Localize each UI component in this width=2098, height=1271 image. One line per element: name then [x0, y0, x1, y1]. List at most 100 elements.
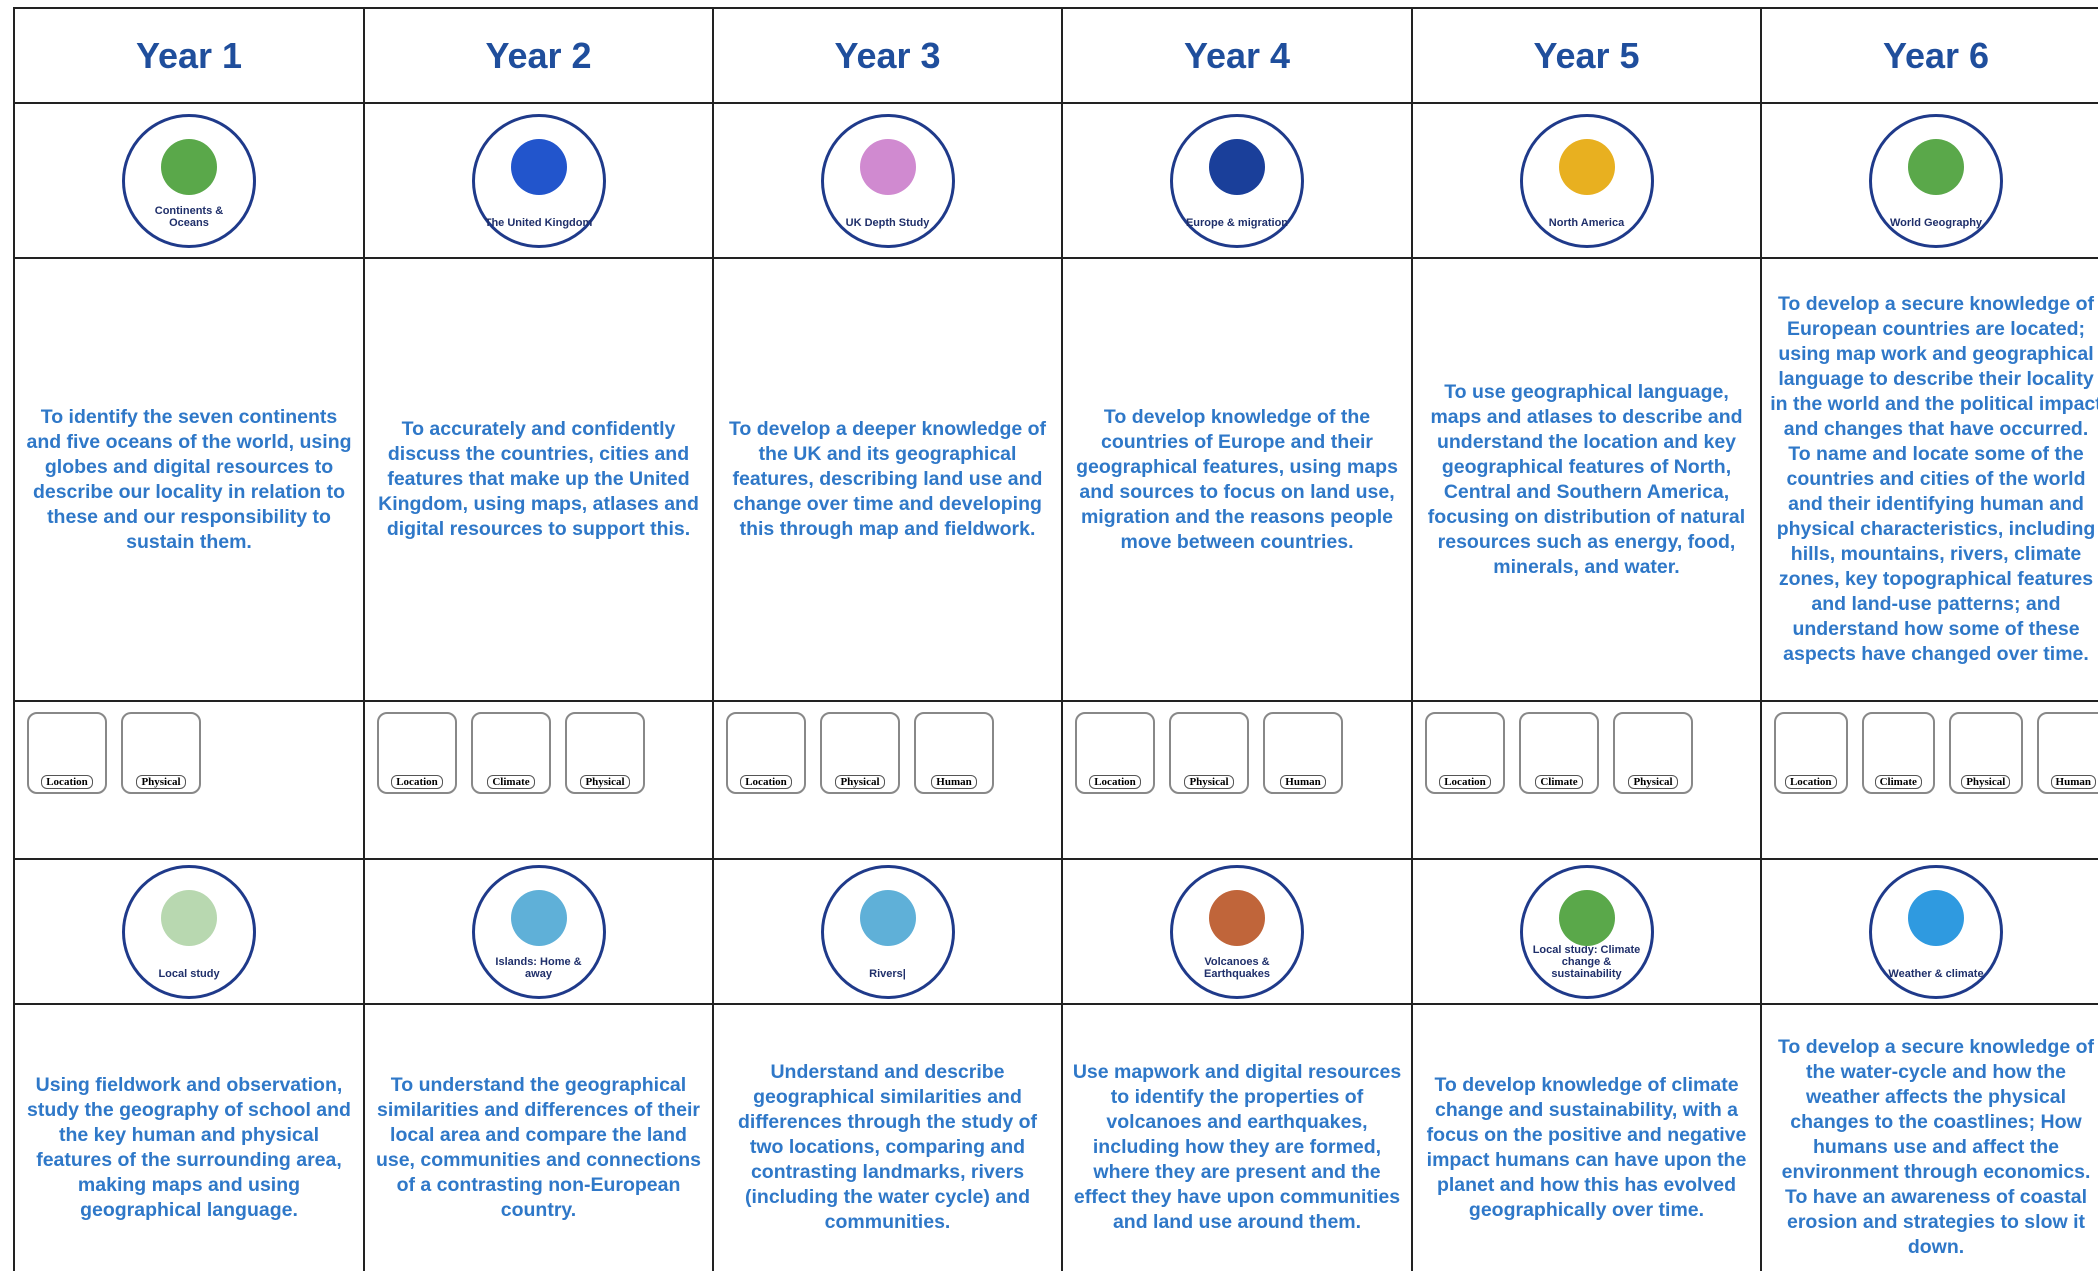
topic-label: UK Depth Study — [845, 216, 930, 229]
skill-label: Human — [1280, 775, 1326, 789]
skill-label: Location — [1439, 775, 1491, 789]
description: Using fieldwork and observation, study t… — [13, 1003, 363, 1271]
topic-badge: Rivers| — [820, 864, 955, 999]
skill-icon: Physical — [121, 712, 201, 794]
skill-label: Physical — [1184, 775, 1234, 789]
skills-cell: Location Climate Physical — [1411, 700, 1760, 858]
topic-cell: Islands: Home & away — [363, 858, 712, 1003]
topic-icon — [1209, 138, 1265, 195]
topic-icon — [1209, 889, 1265, 946]
topic-cell: World Geography — [1760, 102, 2098, 257]
skill-icon: Climate — [1861, 712, 1935, 794]
topic-badge: The United Kingdom — [471, 113, 606, 248]
skill-label: Human — [931, 775, 977, 789]
description: Use mapwork and digital resources to ide… — [1061, 1003, 1411, 1271]
skill-label: Location — [41, 775, 93, 789]
topic-cell: Weather & climate — [1760, 858, 2098, 1003]
topic-label: Continents & Oceans — [154, 204, 224, 229]
topic-label: Local study: Climate change & sustainabi… — [1532, 943, 1641, 980]
description: To develop a deeper knowledge of the UK … — [712, 257, 1061, 700]
description: To develop knowledge of climate change a… — [1411, 1003, 1760, 1271]
skills-cell: Location Climate Physical — [363, 700, 712, 858]
skill-icon: Climate — [471, 712, 551, 794]
description: To accurately and confidently discuss th… — [363, 257, 712, 700]
skill-label: Climate — [487, 775, 535, 789]
skill-icon: Location — [377, 712, 457, 794]
topic-cell: Europe & migration — [1061, 102, 1411, 257]
topic-icon — [1908, 138, 1964, 195]
skill-label: Human — [2050, 775, 2096, 789]
topic-cell: Rivers| — [712, 858, 1061, 1003]
topic-icon — [1558, 889, 1615, 946]
skill-label: Location — [1089, 775, 1141, 789]
skill-icon: Climate — [1519, 712, 1599, 794]
topic-badge: Europe & migration — [1170, 113, 1304, 248]
topic-label: Islands: Home & away — [495, 955, 582, 980]
skill-label: Location — [740, 775, 792, 789]
year-header: Year 4 — [1061, 7, 1411, 102]
skill-icon: Physical — [1169, 712, 1249, 794]
year-header: Year 3 — [712, 7, 1061, 102]
skill-label: Physical — [580, 775, 630, 789]
topic-cell: Local study: Climate change & sustainabi… — [1411, 858, 1760, 1003]
topic-icon — [1558, 138, 1615, 195]
topic-label: Weather & climate — [1888, 967, 1984, 980]
topic-icon — [510, 138, 567, 195]
skills-cell: Location Climate Physical Human — [1760, 700, 2098, 858]
topic-cell: Continents & Oceans — [13, 102, 363, 257]
skill-icon: Physical — [1949, 712, 2023, 794]
year-header: Year 5 — [1411, 7, 1760, 102]
skill-label: Physical — [835, 775, 885, 789]
topic-label: The United Kingdom — [484, 216, 593, 229]
skill-icon: Location — [1075, 712, 1155, 794]
skill-label: Climate — [1874, 775, 1922, 789]
skill-icon: Physical — [565, 712, 645, 794]
topic-badge: Local study: Climate change & sustainabi… — [1519, 864, 1654, 999]
skill-label: Location — [1784, 775, 1837, 789]
skill-label: Climate — [1535, 775, 1583, 789]
topic-icon — [510, 889, 567, 946]
topic-badge: North America — [1519, 113, 1654, 248]
description: To develop a secure knowledge of the wat… — [1760, 1003, 2098, 1271]
topic-badge: World Geography — [1869, 113, 2003, 248]
year-header: Year 1 — [13, 7, 363, 102]
topic-icon — [1908, 889, 1964, 946]
skills-cell: Location Physical Human — [712, 700, 1061, 858]
topic-label: Europe & migration — [1185, 216, 1289, 229]
skill-label: Location — [391, 775, 443, 789]
topic-badge: Continents & Oceans — [122, 113, 256, 248]
year-header: Year 6 — [1760, 7, 2098, 102]
skill-icon: Location — [1425, 712, 1505, 794]
description: To develop knowledge of the countries of… — [1061, 257, 1411, 700]
topic-badge: UK Depth Study — [820, 113, 955, 248]
topic-badge: Weather & climate — [1869, 864, 2003, 999]
skill-icon: Location — [1774, 712, 1848, 794]
description: To use geographical language, maps and a… — [1411, 257, 1760, 700]
description: To identify the seven continents and fiv… — [13, 257, 363, 700]
year-header: Year 2 — [363, 7, 712, 102]
skills-cell: Location Physical Human — [1061, 700, 1411, 858]
description: To understand the geographical similarit… — [363, 1003, 712, 1271]
skill-icon: Human — [2036, 712, 2098, 794]
skill-icon: Physical — [1613, 712, 1693, 794]
topic-badge: Local study — [122, 864, 256, 999]
topic-cell: Volcanoes & Earthquakes — [1061, 858, 1411, 1003]
topic-label: Volcanoes & Earthquakes — [1203, 955, 1271, 980]
description: To develop a secure knowledge of Europea… — [1760, 257, 2098, 700]
skill-label: Physical — [1628, 775, 1678, 789]
topic-label: World Geography — [1889, 216, 1983, 229]
topic-label: Rivers| — [869, 967, 906, 980]
topic-icon — [161, 138, 217, 195]
topic-cell: North America — [1411, 102, 1760, 257]
skill-icon: Human — [914, 712, 994, 794]
description: Understand and describe geographical sim… — [712, 1003, 1061, 1271]
topic-icon — [859, 889, 916, 946]
skills-cell: Location Physical — [13, 700, 363, 858]
topic-icon — [859, 138, 916, 195]
skill-icon: Human — [1263, 712, 1343, 794]
topic-label: North America — [1548, 216, 1625, 229]
topic-cell: Local study — [13, 858, 363, 1003]
skill-label: Physical — [136, 775, 186, 789]
topic-badge: Volcanoes & Earthquakes — [1170, 864, 1304, 999]
